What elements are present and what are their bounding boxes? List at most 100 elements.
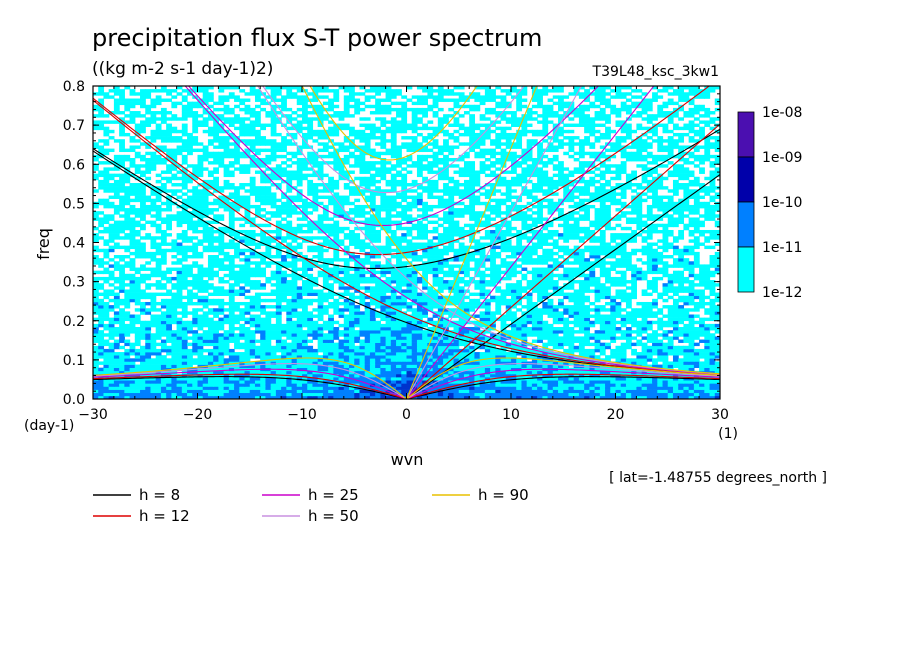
heatmap-cell (573, 295, 580, 300)
heatmap-cell (254, 270, 261, 275)
heatmap-cell (244, 358, 251, 362)
heatmap-cell (672, 317, 679, 322)
heatmap-cell (124, 311, 131, 315)
heatmap-cell (317, 264, 324, 268)
heatmap-cell (307, 377, 314, 381)
heatmap-cell (448, 361, 455, 365)
heatmap-cell (364, 245, 371, 250)
heatmap-cell (364, 377, 371, 381)
heatmap-cell (364, 311, 371, 315)
heatmap-cell (354, 261, 361, 265)
heatmap-cell (396, 258, 402, 262)
heatmap-cell (296, 311, 303, 315)
heatmap-cell (192, 330, 199, 334)
heatmap-cell (594, 330, 601, 334)
heatmap-cell (364, 270, 371, 275)
heatmap-cell (140, 292, 146, 297)
heatmap-cell (129, 292, 136, 297)
heatmap-cell (380, 358, 387, 362)
heatmap-cell (129, 327, 136, 331)
heatmap-cell (307, 273, 314, 278)
heatmap-cell (307, 327, 314, 331)
heatmap-cell (479, 295, 486, 300)
heatmap-cell (641, 392, 648, 397)
heatmap-cell (662, 395, 669, 399)
heatmap-cell (479, 355, 486, 359)
heatmap-cell (479, 305, 486, 309)
heatmap-cell (511, 248, 517, 253)
heatmap-cell (463, 373, 470, 378)
heatmap-cell (427, 255, 434, 259)
heatmap-cell (223, 377, 230, 381)
heatmap-cell (155, 377, 162, 381)
heatmap-cell (239, 308, 246, 312)
heatmap-cell (380, 327, 387, 331)
heatmap-cell (652, 255, 658, 259)
heatmap-cell (526, 314, 533, 318)
heatmap-cell (605, 295, 611, 300)
heatmap-cell (380, 348, 387, 353)
heatmap-cell (333, 298, 340, 303)
heatmap-cell (652, 336, 658, 340)
heatmap-cell (490, 283, 496, 287)
heatmap-cell (662, 342, 669, 347)
heatmap-cell (448, 242, 455, 246)
heatmap-cell (672, 330, 679, 334)
heatmap-cell (615, 248, 622, 253)
heatmap-cell (207, 248, 214, 253)
heatmap-cell (401, 352, 408, 356)
heatmap-cell (411, 352, 418, 356)
heatmap-cell (291, 358, 298, 362)
heatmap-cell (537, 330, 543, 334)
heatmap-cell (380, 323, 387, 328)
heatmap-cell (254, 267, 261, 271)
heatmap-cell (437, 395, 444, 399)
heatmap-cell (542, 255, 549, 259)
heatmap-cell (432, 248, 439, 253)
heatmap-cell (155, 261, 162, 265)
heatmap-cell (631, 283, 637, 287)
heatmap-cell (563, 270, 570, 275)
heatmap-cell (453, 320, 460, 325)
heatmap-cell (380, 248, 387, 253)
heatmap-cell (537, 245, 543, 250)
heatmap-cell (108, 389, 115, 394)
heatmap-cell (594, 370, 601, 375)
heatmap-cell (234, 327, 240, 331)
heatmap-cell (511, 377, 517, 381)
heatmap-cell (531, 327, 538, 331)
heatmap-cell (291, 395, 298, 399)
heatmap-cell (270, 348, 277, 353)
heatmap-cell (479, 386, 486, 390)
heatmap-cell (228, 327, 235, 331)
heatmap-cell (479, 392, 486, 397)
heatmap-cell (704, 286, 711, 290)
heatmap-cell (291, 239, 298, 243)
heatmap-cell (134, 336, 141, 340)
heatmap-cell (140, 320, 146, 325)
heatmap-cell (667, 345, 674, 350)
heatmap-cell (615, 258, 622, 262)
heatmap-cell (349, 361, 355, 365)
heatmap-cell (704, 355, 711, 359)
heatmap-cell (652, 392, 658, 397)
heatmap-cell (672, 289, 679, 293)
heatmap-cell (537, 255, 543, 259)
heatmap-cell (385, 248, 392, 253)
heatmap-cell (625, 330, 632, 334)
heatmap-cell (333, 383, 340, 387)
heatmap-cell (605, 367, 611, 372)
heatmap-cell (568, 261, 575, 265)
heatmap-cell (505, 352, 512, 356)
heatmap-cell (333, 292, 340, 297)
heatmap-cell (490, 280, 496, 284)
heatmap-cell (213, 264, 219, 268)
heatmap-cell (620, 389, 627, 394)
heatmap-cell (568, 276, 575, 281)
heatmap-cell (176, 305, 183, 309)
heatmap-cell (448, 364, 455, 368)
heatmap-cell (552, 317, 559, 322)
heatmap-cell (558, 364, 564, 368)
heatmap-cell (495, 317, 502, 322)
heatmap-cell (354, 242, 361, 246)
